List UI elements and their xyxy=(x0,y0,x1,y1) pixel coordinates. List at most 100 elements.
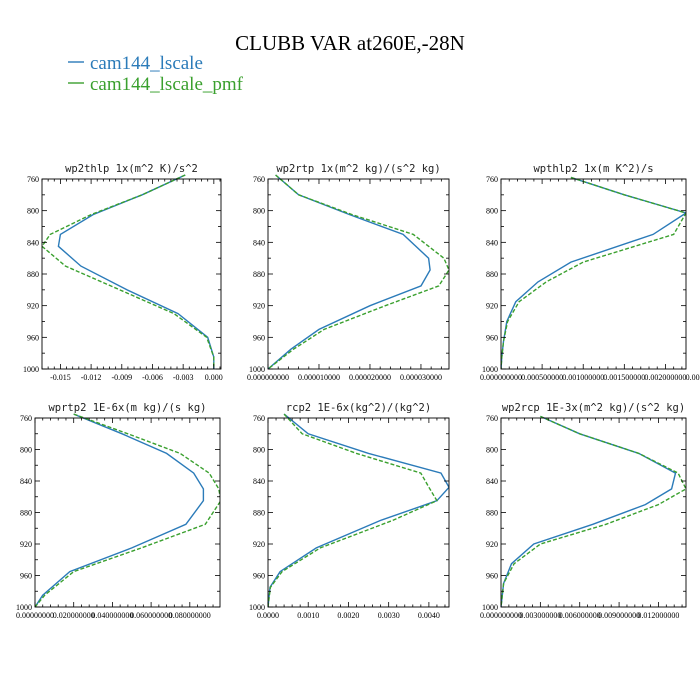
series-line-cam144-lscale xyxy=(268,174,431,369)
x-tick-label: 0.0030 xyxy=(378,611,400,620)
y-tick-label: 1000 xyxy=(16,603,32,612)
y-tick-label: 920 xyxy=(253,302,265,311)
y-tick-label: 840 xyxy=(486,238,498,247)
y-tick-label: 840 xyxy=(253,477,265,486)
x-tick-label: 0.012000000 xyxy=(637,611,679,620)
y-tick-label: 880 xyxy=(27,270,39,279)
x-tick-label: 0.002000000 xyxy=(644,373,686,382)
y-tick-label: 880 xyxy=(253,270,265,279)
x-tick-label: -0.003 xyxy=(173,373,194,382)
y-tick-label: 760 xyxy=(20,414,32,423)
x-tick-label: 0.003000000 xyxy=(519,611,561,620)
y-tick-label: 960 xyxy=(20,572,32,581)
x-tick-label: 0.000000000 xyxy=(480,611,522,620)
panel-title: wp2thlp 1x(m^2 K)/s^2 xyxy=(65,163,198,175)
x-tick-label: 0.000500000 xyxy=(521,373,563,382)
x-tick-label: 0.001000000 xyxy=(562,373,604,382)
plot-frame xyxy=(267,178,450,370)
y-tick-label: 800 xyxy=(486,446,498,455)
panel-2: wp2rtp 1x(m^2 kg)/(s^2 kg) 760 800 840 880 92… xyxy=(247,163,450,382)
y-tick-label: 800 xyxy=(486,207,498,216)
series-line-cam144-lscale-pmf xyxy=(268,413,438,607)
y-tick-label: 1000 xyxy=(249,365,265,374)
x-tick-label: 0.0020 xyxy=(337,611,359,620)
panel-4: wprtp2 1E-6x(m kg)/(s kg) 760 800 840 880 920… xyxy=(16,402,221,620)
y-tick-label: 1000 xyxy=(23,365,39,374)
y-tick-label: 880 xyxy=(486,270,498,279)
x-tick-label: 0.060000000 xyxy=(130,611,172,620)
x-tick-label: 0.0010 xyxy=(297,611,319,620)
y-tick-label: 760 xyxy=(253,175,265,184)
y-tick-label: 1000 xyxy=(482,603,498,612)
y-tick-label: 840 xyxy=(20,477,32,486)
y-tick-label: 1000 xyxy=(249,603,265,612)
y-tick-label: 800 xyxy=(253,207,265,216)
series-line-cam144-lscale-pmf xyxy=(501,415,686,607)
y-tick-label: 880 xyxy=(486,509,498,518)
x-tick-label: 0.000000000 xyxy=(480,373,522,382)
x-tick-label: 0.006000000 xyxy=(559,611,601,620)
series-line-cam144-lscale xyxy=(35,413,205,607)
x-tick-label: 0.009000000 xyxy=(598,611,640,620)
x-tick-label: -0.015 xyxy=(50,373,71,382)
x-tick-label: 0.020000000 xyxy=(53,611,95,620)
x-tick-label: 0.040000000 xyxy=(91,611,133,620)
y-tick-label: 840 xyxy=(486,477,498,486)
legend: cam144_lscale cam144_lscale_pmf xyxy=(68,53,244,95)
x-tick-label: 0.000000000 xyxy=(247,373,289,382)
y-tick-label: 920 xyxy=(253,540,265,549)
y-tick-label: 800 xyxy=(253,446,265,455)
y-tick-label: 840 xyxy=(27,238,39,247)
x-tick-label: -0.006 xyxy=(142,373,163,382)
series-line-cam144-lscale-pmf xyxy=(42,174,215,369)
series-line-cam144-lscale xyxy=(268,413,449,607)
x-tick-label: 0.000020000 xyxy=(349,373,391,382)
series-line-cam144-lscale-pmf xyxy=(268,174,449,369)
y-tick-label: 920 xyxy=(486,540,498,549)
y-tick-label: 760 xyxy=(253,414,265,423)
y-tick-label: 920 xyxy=(486,302,498,311)
plot-frame xyxy=(267,417,450,608)
series-line-cam144-lscale-pmf xyxy=(501,176,686,369)
plot-frame xyxy=(41,178,222,370)
y-tick-label: 1000 xyxy=(482,365,498,374)
y-tick-label: 960 xyxy=(486,333,498,342)
x-tick-label: 0.000010000 xyxy=(298,373,340,382)
y-tick-label: 840 xyxy=(253,238,265,247)
series-line-cam144-lscale xyxy=(57,174,215,369)
x-tick-label: -0.012 xyxy=(81,373,102,382)
x-tick-label: 0.00000000 xyxy=(16,611,54,620)
y-tick-label: 960 xyxy=(253,572,265,581)
y-tick-label: 800 xyxy=(27,207,39,216)
panel-title: rcp2 1E-6x(kg^2)/(kg^2) xyxy=(286,402,431,414)
plot-frame xyxy=(500,417,687,608)
series-line-cam144-lscale xyxy=(501,415,677,607)
y-tick-label: 960 xyxy=(253,333,265,342)
panel-3: wpthlp2 1x(m K^2)/s 760 800 840 880 920 960 100… xyxy=(480,163,700,382)
x-tick-label: 0.080000000 xyxy=(169,611,211,620)
panel-title: wp2rcp 1E-3x(m^2 kg)/(s^2 kg) xyxy=(502,402,685,414)
panel-6: wp2rcp 1E-3x(m^2 kg)/(s^2 kg) 760 800 840 88… xyxy=(480,402,687,620)
figure-title: CLUBB VAR at260E,-28N xyxy=(235,31,465,55)
y-tick-label: 760 xyxy=(27,175,39,184)
y-tick-label: 960 xyxy=(486,572,498,581)
y-tick-label: 760 xyxy=(486,175,498,184)
x-tick-label: 0.0000 xyxy=(257,611,279,620)
y-tick-label: 880 xyxy=(20,509,32,518)
y-tick-label: 920 xyxy=(27,302,39,311)
panel-1: wp2thlp 1x(m^2 K)/s^2 760 800 840 880 920 960 1… xyxy=(23,163,223,382)
panel-title: wprtp2 1E-6x(m kg)/(s kg) xyxy=(48,402,206,414)
legend-label-cam144-lscale: cam144_lscale xyxy=(90,53,203,74)
x-tick-label: 0.000 xyxy=(205,373,223,382)
panel-title: wp2rtp 1x(m^2 kg)/(s^2 kg) xyxy=(276,163,440,175)
x-tick-label: -0.009 xyxy=(111,373,132,382)
plot-frame xyxy=(500,178,687,370)
panel-5: rcp2 1E-6x(kg^2)/(kg^2) 760 800 840 880 920 96… xyxy=(249,402,450,620)
y-tick-label: 920 xyxy=(20,540,32,549)
panels: wp2thlp 1x(m^2 K)/s^2 760 800 840 880 920 960 1… xyxy=(16,163,700,620)
x-tick-label: 0.002500000 xyxy=(686,373,700,382)
series-line-cam144-lscale xyxy=(501,176,686,369)
panel-title: wpthlp2 1x(m K^2)/s xyxy=(533,163,653,175)
y-tick-label: 880 xyxy=(253,509,265,518)
